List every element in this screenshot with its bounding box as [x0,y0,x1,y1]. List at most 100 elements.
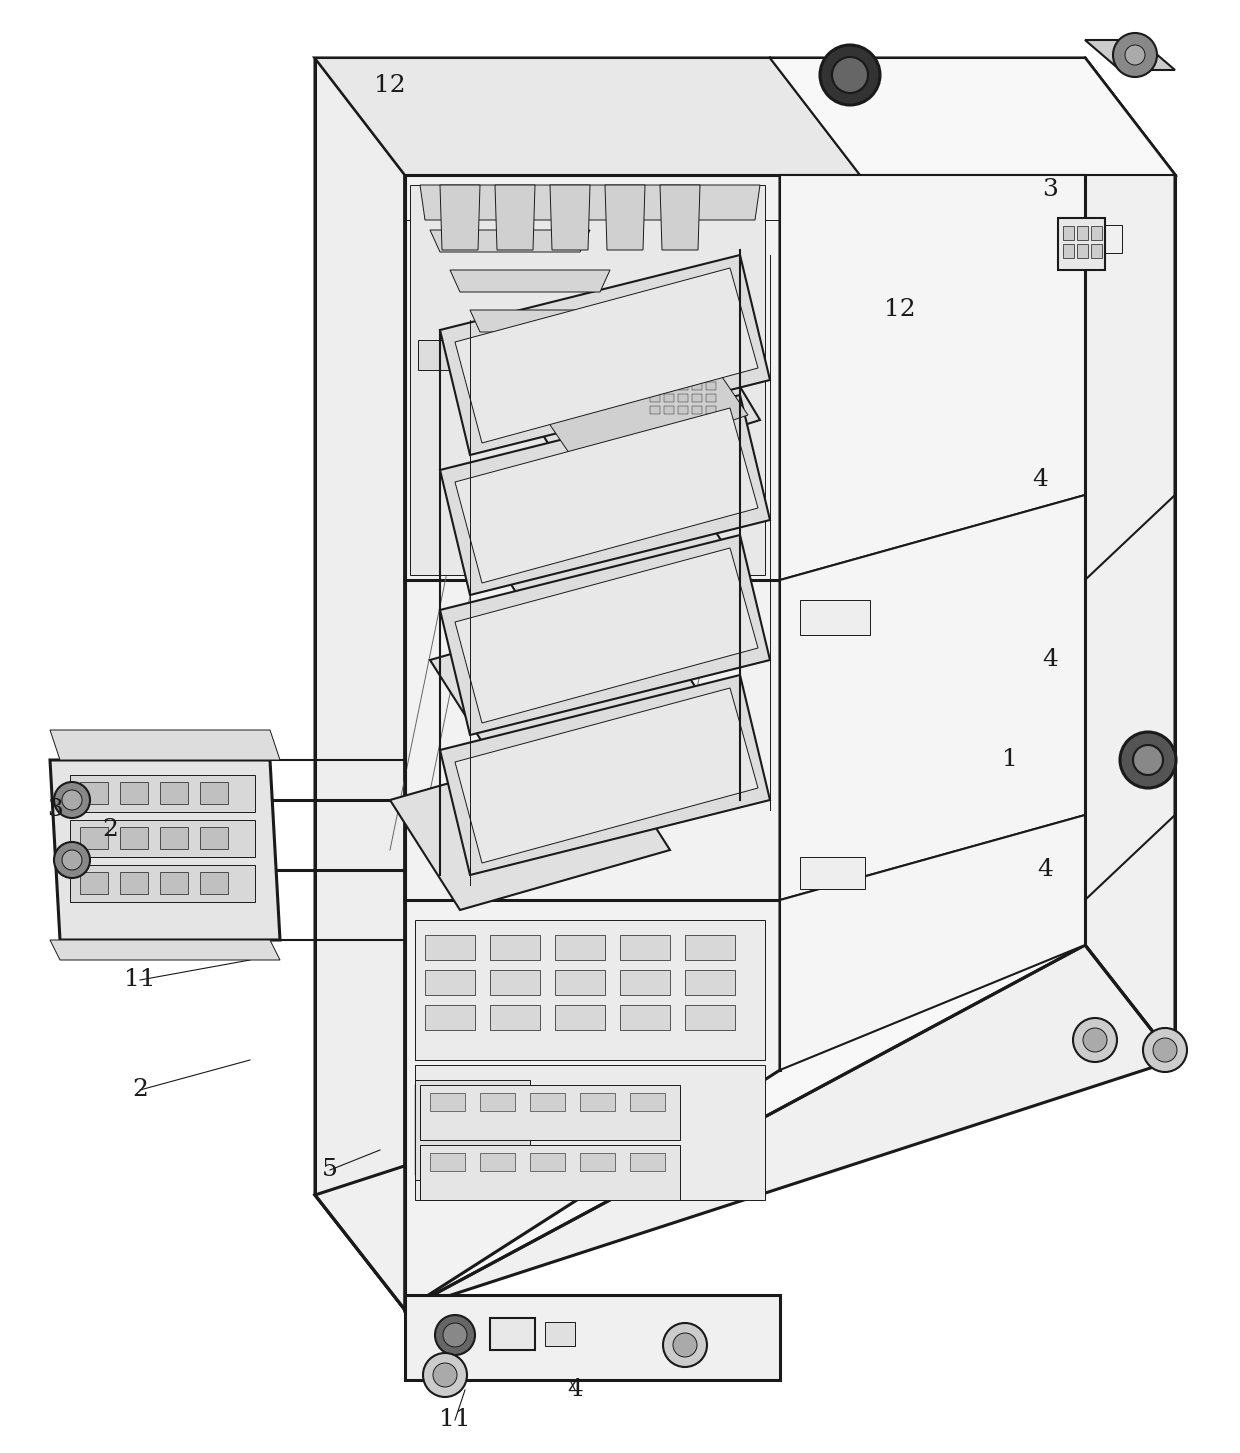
Polygon shape [420,185,760,219]
Ellipse shape [957,510,982,522]
Text: 2: 2 [133,1078,148,1101]
Bar [160,872,188,894]
Polygon shape [420,1085,680,1141]
Bar [706,405,715,414]
Bar [1078,244,1087,259]
Ellipse shape [858,535,883,546]
Bar [546,1322,575,1345]
Bar [556,971,605,995]
Ellipse shape [836,352,864,365]
Bar [663,405,675,414]
Polygon shape [315,58,1176,174]
Ellipse shape [937,660,962,671]
Bar [490,1005,539,1030]
Circle shape [1120,732,1176,788]
Ellipse shape [856,224,884,237]
Bar [200,872,228,894]
Bar [425,1005,475,1030]
Bar [81,782,108,804]
Bar [200,782,228,804]
Ellipse shape [858,716,883,728]
Circle shape [1133,745,1163,774]
Circle shape [1143,1029,1187,1072]
Polygon shape [405,1295,780,1380]
Polygon shape [440,535,770,735]
Ellipse shape [906,214,934,227]
Polygon shape [525,330,748,472]
Circle shape [1125,45,1145,65]
Polygon shape [660,185,701,250]
Bar [684,934,735,960]
Bar [490,1318,534,1350]
Ellipse shape [873,923,898,934]
Polygon shape [455,548,758,724]
Bar [120,872,148,894]
Ellipse shape [937,538,962,549]
Circle shape [55,841,91,878]
Ellipse shape [906,372,934,385]
Text: 4: 4 [1037,859,1053,882]
Circle shape [585,385,655,455]
Bar [1060,225,1078,253]
Bar [620,934,670,960]
Polygon shape [405,174,780,1311]
Circle shape [820,45,880,105]
Bar [529,1093,565,1112]
Polygon shape [430,600,711,770]
Ellipse shape [1008,498,1033,510]
Bar [1078,227,1087,240]
Ellipse shape [816,318,844,331]
Polygon shape [440,395,770,594]
Ellipse shape [887,339,914,352]
Ellipse shape [992,814,1018,825]
Ellipse shape [908,580,932,591]
Bar [692,405,702,414]
Bar [684,1005,735,1030]
Polygon shape [780,495,1085,899]
Bar [490,971,539,995]
Polygon shape [470,461,740,631]
Bar [663,382,675,389]
Text: 4: 4 [1032,468,1048,491]
Text: 3: 3 [47,799,63,821]
Ellipse shape [837,622,863,634]
Circle shape [673,1332,697,1357]
Bar [81,827,108,849]
Ellipse shape [837,684,863,696]
Bar [1091,227,1102,240]
Bar [1083,225,1100,253]
Ellipse shape [838,751,903,779]
Bar [663,371,675,378]
Polygon shape [415,920,765,1061]
Ellipse shape [937,722,962,734]
Polygon shape [455,689,758,863]
Circle shape [435,1315,475,1356]
Polygon shape [605,185,645,250]
Bar [650,382,660,389]
Bar [1063,227,1074,240]
Bar [480,1154,515,1171]
Polygon shape [415,1080,529,1180]
Ellipse shape [856,453,884,466]
Circle shape [423,1353,467,1396]
Ellipse shape [942,825,967,837]
Ellipse shape [842,850,868,860]
Bar [800,600,870,635]
Polygon shape [430,230,590,251]
Ellipse shape [826,253,854,267]
Polygon shape [418,340,758,371]
Ellipse shape [327,734,393,766]
Polygon shape [780,174,1085,580]
Bar [620,1005,670,1030]
Bar [430,1154,465,1171]
Bar [706,371,715,378]
Text: 4: 4 [567,1379,583,1402]
Circle shape [1114,33,1157,77]
Circle shape [55,782,91,818]
Ellipse shape [976,221,1004,234]
Ellipse shape [926,231,954,244]
Bar [430,1093,465,1112]
Ellipse shape [937,599,962,610]
Bar [425,934,475,960]
Circle shape [62,850,82,870]
